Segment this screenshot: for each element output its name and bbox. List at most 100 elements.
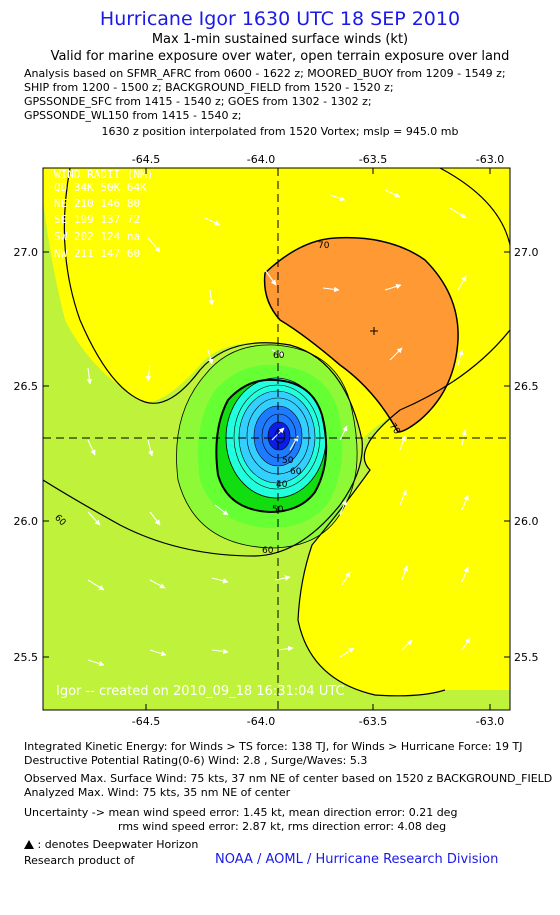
wind-vector [147, 439, 154, 457]
wind-vector [87, 579, 105, 591]
deepwater-horizon-icon [24, 840, 34, 849]
wind-radii-line: WIND RADII (NM) [54, 168, 153, 181]
uncertainty-line: Uncertainty -> mean wind speed error: 1.… [24, 806, 458, 819]
wind-vector [329, 194, 346, 202]
wind-vector [461, 566, 469, 583]
wind-vector [322, 286, 340, 293]
wind-vector [341, 571, 351, 586]
contour-label: 60 [262, 546, 274, 556]
page-title: Hurricane Igor 1630 UTC 18 SEP 2010 [99, 8, 461, 30]
latitude-ticks-left: 27.0 26.5 26.0 25.5 [14, 246, 39, 664]
lon-tick-label: -63.0 [476, 715, 504, 728]
wind-contour-field: 70 60 70 60 50 40 60 50 60 WIND RADII (N… [43, 168, 510, 710]
wind-radii-line: NW 211 147 60 [54, 247, 140, 260]
analysis-line: Analysis based on SFMR_AFRC from 0600 - … [24, 67, 506, 80]
wind-vector [149, 579, 166, 589]
wind-vector [87, 511, 101, 526]
wind-radii-table: WIND RADII (NM) QD 34K 50K 64K NE 210 14… [54, 168, 153, 260]
wind-vector [86, 367, 93, 385]
lat-tick-label: 27.0 [14, 246, 39, 259]
research-product-label: Research product of [24, 854, 135, 867]
wind-vector [145, 364, 152, 382]
eye-region [268, 422, 290, 450]
subtitle-wind-type: Max 1-min sustained surface winds (kt) [151, 32, 409, 47]
lon-tick-label: -64.0 [247, 715, 275, 728]
wind-vector [208, 289, 215, 306]
contour-label: 60 [273, 351, 285, 361]
wind-vector [457, 349, 464, 366]
wind-vector [399, 489, 407, 506]
contour-label: 40 [276, 480, 288, 490]
deepwater-horizon-label: : denotes Deepwater Horizon [37, 838, 199, 851]
wind-vector [274, 575, 291, 581]
wind-vector [399, 435, 406, 451]
wind-vector [449, 207, 467, 219]
contour-label: 60 [290, 467, 302, 477]
deepwater-horizon-note: : denotes Deepwater Horizon [24, 838, 198, 851]
observed-max-wind-line: Observed Max. Surface Wind: 75 kts, 37 n… [24, 772, 553, 785]
wind-vector [339, 647, 355, 658]
ike-line: Integrated Kinetic Energy: for Winds > T… [24, 740, 523, 753]
map-frame [42, 167, 511, 711]
wind-radii-line: QD 34K 50K 64K [54, 181, 147, 194]
wind-radii-line: SE 199 137 72 [54, 213, 140, 226]
wind-vector [384, 283, 402, 291]
wind-vector [461, 637, 471, 651]
wind-vector [204, 217, 221, 226]
wind-vector [461, 494, 469, 511]
wind-vector [87, 439, 96, 456]
lon-tick-label: -64.0 [247, 153, 275, 166]
analysis-line: SHIP from 1200 - 1500 z; BACKGROUND_FIEL… [24, 81, 394, 94]
contour-label: 70 [318, 241, 330, 251]
lon-tick-label: -64.5 [132, 715, 160, 728]
wind-vector [401, 565, 408, 581]
wind-vectors [86, 189, 471, 667]
lon-tick-label: -63.0 [476, 153, 504, 166]
wind-vector [339, 499, 347, 516]
contour-lines [43, 168, 510, 697]
analysis-line: GPSSONDE_WL150 from 1415 - 1540 z; [24, 109, 242, 122]
wind-field-map: 70 60 70 60 50 40 60 50 60 WIND RADII (N… [14, 153, 539, 728]
wind-vector [277, 645, 294, 652]
creation-credit: Igor -- created on 2010_09_18 16:31:04 U… [56, 684, 345, 699]
wind-vector [401, 639, 413, 651]
axis-ticks [43, 168, 510, 710]
noaa-aoml-hrd-link[interactable]: NOAA / AOML / Hurricane Research Divisio… [215, 852, 499, 867]
wind-radii-line: SW 202 124 na [54, 230, 140, 243]
wind-vector [207, 349, 214, 365]
wind-vector [211, 648, 229, 655]
latitude-ticks-right: 27.0 26.5 26.0 25.5 [514, 246, 539, 664]
lat-tick-label: 27.0 [514, 246, 539, 259]
wind-vector [149, 649, 167, 657]
contour-region-70-kt [264, 237, 459, 432]
max-wind-marker [370, 327, 378, 335]
wind-vector [389, 347, 403, 361]
wind-vector [214, 504, 229, 516]
analyzed-max-wind-line: Analyzed Max. Wind: 75 kts, 35 nm NE of … [24, 786, 291, 799]
lat-tick-label: 25.5 [14, 651, 39, 664]
wind-vector [264, 269, 277, 286]
analysis-line: GPSSONDE_SFC from 1415 - 1540 z; GOES fr… [24, 95, 372, 108]
position-line: 1630 z position interpolated from 1520 V… [101, 125, 459, 138]
lon-tick-label: -63.5 [359, 715, 387, 728]
uncertainty-line: rms wind speed error: 2.87 kt, rms direc… [118, 820, 447, 833]
longitude-ticks-bottom: -64.5 -64.0 -63.5 -63.0 [132, 715, 504, 728]
lat-tick-label: 26.5 [514, 380, 539, 393]
wind-radii-line: NE 210 146 80 [54, 197, 140, 210]
wind-vector [384, 189, 401, 198]
wind-vector [87, 659, 105, 667]
lon-tick-label: -64.5 [132, 153, 160, 166]
longitude-ticks-top: -64.5 -64.0 -63.5 -63.0 [132, 153, 504, 166]
subtitle-exposure: Valid for marine exposure over water, op… [50, 49, 510, 64]
wind-vector [457, 275, 467, 291]
lon-tick-label: -63.5 [359, 153, 387, 166]
wind-vector [211, 577, 229, 584]
lat-tick-label: 26.0 [14, 515, 39, 528]
wind-vector [339, 425, 348, 441]
wind-vector [147, 237, 161, 253]
lat-tick-label: 26.5 [14, 380, 39, 393]
contour-label: 50 [282, 456, 294, 466]
destructive-potential-line: Destructive Potential Rating(0-6) Wind: … [24, 754, 368, 767]
lat-tick-label: 25.5 [514, 651, 539, 664]
wind-vector [149, 511, 161, 526]
